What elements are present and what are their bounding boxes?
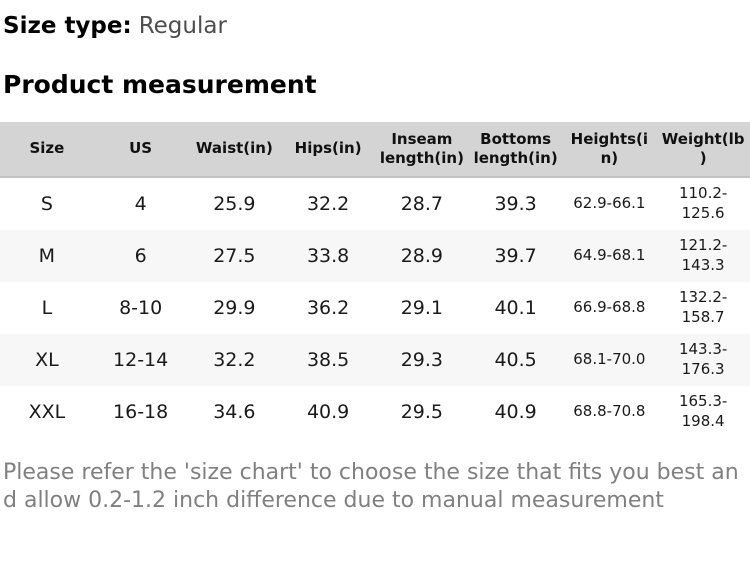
table-row-m: M 6 27.5 33.8 28.9 39.7 64.9-68.1 121.2-… <box>0 229 750 282</box>
column-header-heights: Heights(i n) <box>562 121 657 178</box>
table-body: S 4 25.9 32.2 28.7 39.3 62.9-66.1 110.2-… <box>0 177 750 438</box>
cell-hips: 32.2 <box>306 192 350 215</box>
cell-us: 16-18 <box>113 400 169 423</box>
cell-inseam: 29.3 <box>400 348 444 371</box>
size-type-value: Regular <box>138 13 227 39</box>
column-header-weight: Weight(lb ) <box>656 121 750 178</box>
table-row-s: S 4 25.9 32.2 28.7 39.3 62.9-66.1 110.2-… <box>0 177 750 230</box>
table-row-l: L 8-10 29.9 36.2 29.1 40.1 66.9-68.8 132… <box>0 282 750 334</box>
cell-size: L <box>41 296 53 319</box>
cell-weight: 132.2- 158.7 <box>678 288 728 326</box>
cell-size: M <box>38 244 56 267</box>
cell-us: 4 <box>134 192 147 215</box>
column-header-waist: Waist(in) <box>187 121 282 178</box>
table-header: Size US Waist(in) Hips(in) Inseam length… <box>0 121 750 178</box>
cell-heights: 66.9-68.8 <box>573 297 646 316</box>
note-text: Please refer the 'size chart' to choose … <box>3 459 739 513</box>
cell-us: 12-14 <box>113 348 169 371</box>
cell-bottoms: 40.9 <box>494 400 537 423</box>
cell-size: S <box>40 192 53 215</box>
measurement-table: Size US Waist(in) Hips(in) Inseam length… <box>0 121 750 438</box>
cell-us: 8-10 <box>119 296 163 319</box>
table-row-xxl: XXL 16-18 34.6 40.9 29.5 40.9 68.8-70.8 … <box>0 386 750 438</box>
cell-inseam: 28.9 <box>400 244 444 267</box>
cell-bottoms: 40.5 <box>494 348 537 371</box>
cell-size: XL <box>35 348 59 371</box>
column-header-us: US <box>93 121 188 178</box>
cell-waist: 32.2 <box>213 348 256 371</box>
column-header-inseam: Inseam length(in) <box>375 121 469 178</box>
cell-inseam: 28.7 <box>400 192 444 215</box>
column-header-size: Size <box>0 121 94 178</box>
cell-hips: 33.8 <box>306 244 350 267</box>
cell-us: 6 <box>134 244 147 267</box>
cell-weight: 110.2- 125.6 <box>678 184 728 222</box>
size-type-heading: Size type: Regular <box>3 13 750 41</box>
cell-heights: 68.8-70.8 <box>573 401 646 420</box>
header-row: Size US Waist(in) Hips(in) Inseam length… <box>0 121 750 178</box>
cell-waist: 29.9 <box>213 296 256 319</box>
cell-hips: 40.9 <box>306 400 350 423</box>
cell-heights: 62.9-66.1 <box>573 193 646 212</box>
cell-waist: 34.6 <box>213 400 256 423</box>
cell-bottoms: 39.3 <box>494 192 537 215</box>
size-type-label: Size type: <box>3 13 132 39</box>
cell-heights: 64.9-68.1 <box>573 245 646 264</box>
cell-waist: 25.9 <box>213 192 256 215</box>
cell-bottoms: 39.7 <box>494 244 537 267</box>
cell-bottoms: 40.1 <box>494 296 537 319</box>
cell-waist: 27.5 <box>213 244 256 267</box>
cell-inseam: 29.1 <box>400 296 444 319</box>
cell-heights: 68.1-70.0 <box>573 349 646 368</box>
column-header-hips: Hips(in) <box>281 121 375 178</box>
cell-inseam: 29.5 <box>400 400 444 423</box>
section-title: Product measurement <box>3 69 317 99</box>
size-chart-section: Size type: Regular Product measurement Si… <box>0 13 750 514</box>
cell-weight: 121.2- 143.3 <box>678 236 728 274</box>
column-header-bottoms: Bottoms length(in) <box>468 121 563 178</box>
table-row-xl: XL 12-14 32.2 38.5 29.3 40.5 68.1-70.0 1… <box>0 333 750 386</box>
cell-hips: 36.2 <box>306 296 350 319</box>
cell-weight: 165.3- 198.4 <box>678 392 728 430</box>
cell-size: XXL <box>28 400 66 423</box>
cell-hips: 38.5 <box>306 348 350 371</box>
cell-weight: 143.3- 176.3 <box>678 340 728 378</box>
